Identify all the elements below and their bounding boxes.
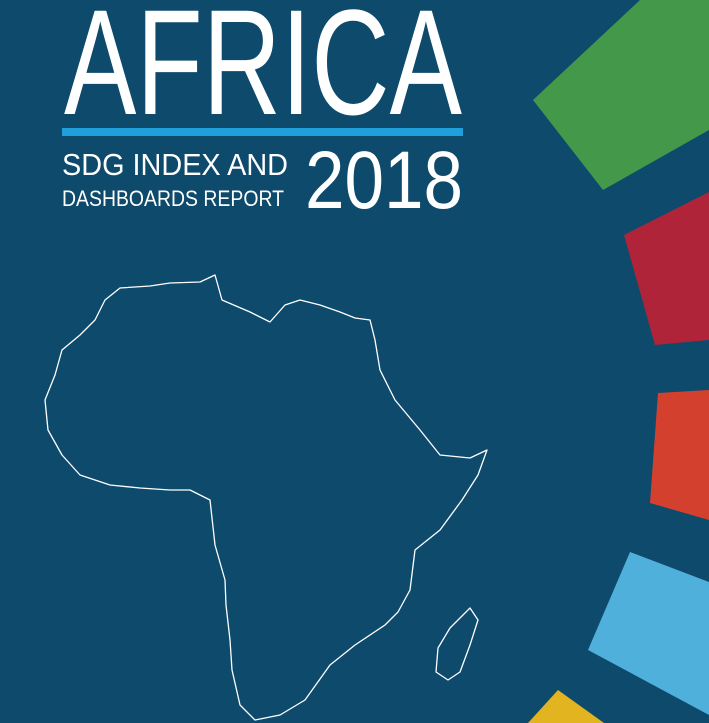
mainland <box>44 274 488 721</box>
wheel-segment-orange <box>650 390 709 520</box>
wheel-segment-yellow <box>528 690 604 723</box>
subtitle-line: DASHBOARDS REPORT <box>62 186 284 211</box>
cover-year: 2018 <box>305 135 463 226</box>
cover-title: AFRICA <box>64 0 462 146</box>
subtitle-line: SDG INDEX AND <box>62 147 288 182</box>
wheel-segment-green <box>533 0 709 190</box>
wheel-segment-light-blue <box>588 552 709 715</box>
africa-outline <box>44 274 488 721</box>
title-rule <box>62 128 463 136</box>
madagascar <box>435 607 479 681</box>
wheel-segment-red <box>624 192 709 345</box>
